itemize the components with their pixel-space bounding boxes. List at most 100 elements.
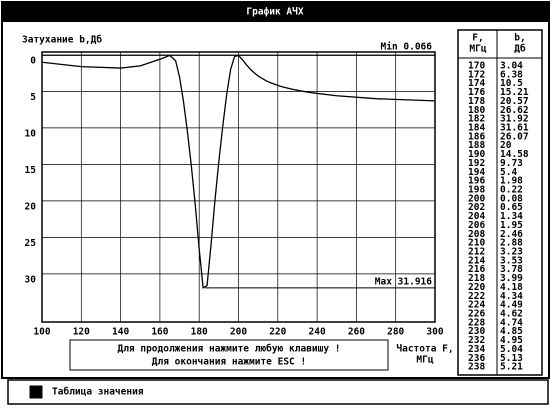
table-cell: 238 (468, 362, 485, 373)
table-cell: 214 (468, 255, 485, 266)
table-header: F, (472, 33, 483, 44)
table-cell: 5.13 (500, 353, 523, 364)
table-cell: 26.07 (500, 131, 529, 142)
table-cell: 188 (468, 140, 485, 151)
x-tick-label: 140 (112, 327, 129, 338)
table-cell: 4.18 (500, 282, 523, 293)
x-tick-label: 100 (33, 327, 50, 338)
y-tick-label: 25 (25, 238, 37, 249)
table-cell: 10.5 (500, 78, 523, 89)
table-header: b, (514, 33, 525, 44)
x-tick-label: 180 (191, 327, 208, 338)
x-tick-label: 240 (309, 327, 326, 338)
status-text[interactable]: Таблица значения (52, 387, 144, 398)
table-cell: 194 (468, 167, 485, 178)
table-cell: 206 (468, 220, 485, 231)
table-cell: 0.65 (500, 202, 523, 213)
table-cell: 208 (468, 229, 485, 240)
table-cell: 20 (500, 140, 512, 151)
table-cell: 4.62 (500, 309, 523, 320)
table-cell: 6.38 (500, 69, 523, 80)
table-cell: 222 (468, 291, 485, 302)
table-cell: 31.61 (500, 123, 529, 134)
table-cell: 182 (468, 114, 485, 125)
table-cell: 1.95 (500, 220, 523, 231)
x-tick-label: 260 (348, 327, 365, 338)
annotation-label: Min 0.066 (381, 42, 433, 53)
table-cell: 176 (468, 87, 485, 98)
table-header: Дб (514, 44, 526, 55)
annotation-label: Max 31.916 (375, 276, 432, 287)
table-cell: 4.49 (500, 300, 523, 311)
table-cell: 15.21 (500, 87, 529, 98)
table-cell: 204 (468, 211, 485, 222)
x-tick-label: 300 (426, 327, 443, 338)
table-cell: 184 (468, 123, 485, 134)
table-cell: 14.58 (500, 149, 529, 160)
table-cell: 216 (468, 264, 485, 275)
table-cell: 4.34 (500, 291, 523, 302)
x-tick-label: 160 (151, 327, 168, 338)
table-cell: 196 (468, 176, 485, 187)
table-cell: 3.23 (500, 247, 523, 258)
y-tick-label: 15 (25, 165, 37, 176)
x-tick-label: 120 (73, 327, 90, 338)
x-axis-label: Частота F, (396, 344, 453, 355)
table-cell: 5.04 (500, 344, 523, 355)
table-cell: 26.62 (500, 105, 529, 116)
table-header: МГц (469, 44, 486, 55)
message: Для окончания нажмите ESC ! (152, 357, 306, 368)
table-cell: 5.4 (500, 167, 517, 178)
y-tick-label: 30 (25, 274, 37, 285)
table-cell: 180 (468, 105, 485, 116)
table-cell: 31.92 (500, 114, 529, 125)
x-tick-label: 220 (269, 327, 286, 338)
table-cell: 192 (468, 158, 485, 169)
table-cell: 178 (468, 96, 485, 107)
table-cell: 1.98 (500, 176, 523, 187)
table-cell: 220 (468, 282, 485, 293)
y-tick-label: 10 (25, 128, 37, 139)
title-bar (2, 2, 549, 22)
table-cell: 9.73 (500, 158, 523, 169)
y-tick-label: 5 (30, 92, 36, 103)
status-bar (7, 379, 549, 405)
table-cell: 186 (468, 131, 485, 142)
table-cell: 5.21 (500, 362, 523, 373)
table-cell: 218 (468, 273, 485, 284)
table-cell: 174 (468, 78, 485, 89)
table-cell: 0.08 (500, 193, 523, 204)
y-tick-label: 0 (30, 55, 36, 66)
table-cell: 0.22 (500, 185, 523, 196)
table-cell: 234 (468, 344, 485, 355)
y-tick-label: 20 (25, 201, 37, 212)
table-cell: 20.57 (500, 96, 529, 107)
x-tick-label: 280 (387, 327, 404, 338)
table-cell: 210 (468, 238, 485, 249)
x-tick-label: 200 (230, 327, 247, 338)
table-cell: 228 (468, 317, 485, 328)
table-cell: 230 (468, 326, 485, 337)
table-cell: 3.04 (500, 61, 523, 72)
table-cell: 2.88 (500, 238, 523, 249)
x-axis-label: МГц (416, 355, 433, 366)
table-cell: 202 (468, 202, 485, 213)
table-cell: 1.34 (500, 211, 523, 222)
table-cell: 198 (468, 185, 485, 196)
y-axis-label: Затухание b,Дб (22, 35, 102, 46)
table-cell: 3.99 (500, 273, 523, 284)
table-cell: 236 (468, 353, 485, 364)
table-cell: 172 (468, 69, 485, 80)
table-frame (457, 29, 543, 376)
table-cell: 170 (468, 61, 485, 72)
table-cell: 212 (468, 247, 485, 258)
table-cell: 4.85 (500, 326, 523, 337)
message-box (69, 339, 389, 371)
message: Для продолжения нажмите любую клавишу ! (117, 344, 340, 355)
status-icon[interactable] (29, 385, 43, 399)
table-cell: 200 (468, 193, 485, 204)
table-cell: 4.74 (500, 317, 523, 328)
window-title: График АЧХ (246, 7, 303, 18)
table-cell: 3.53 (500, 255, 523, 266)
